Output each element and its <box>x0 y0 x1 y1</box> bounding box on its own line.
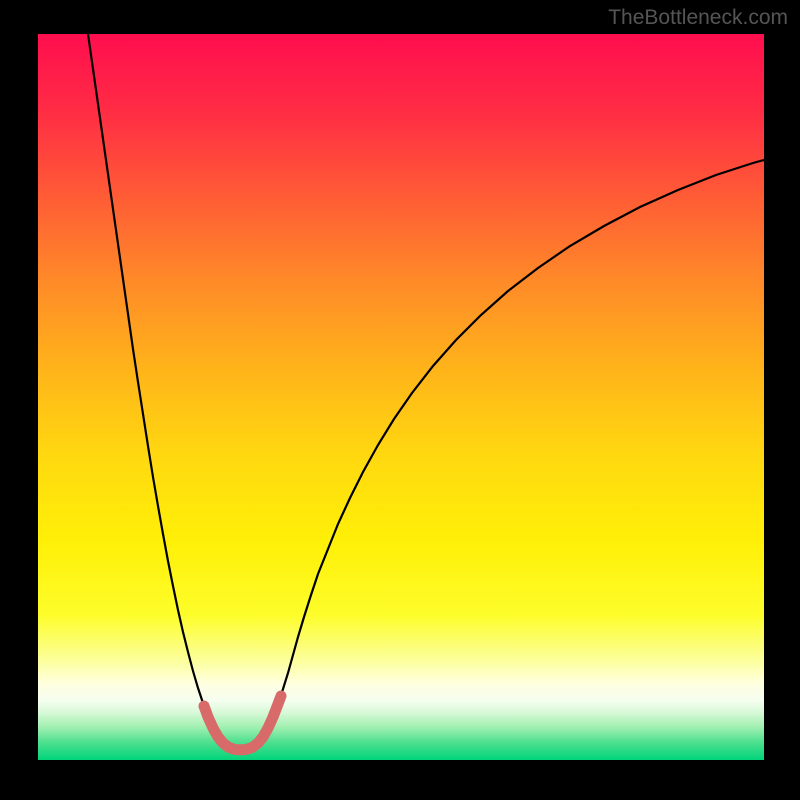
chart-svg <box>38 34 764 760</box>
watermark-text: TheBottleneck.com <box>608 6 788 30</box>
plot-area <box>38 34 764 760</box>
chart-background <box>38 34 764 760</box>
